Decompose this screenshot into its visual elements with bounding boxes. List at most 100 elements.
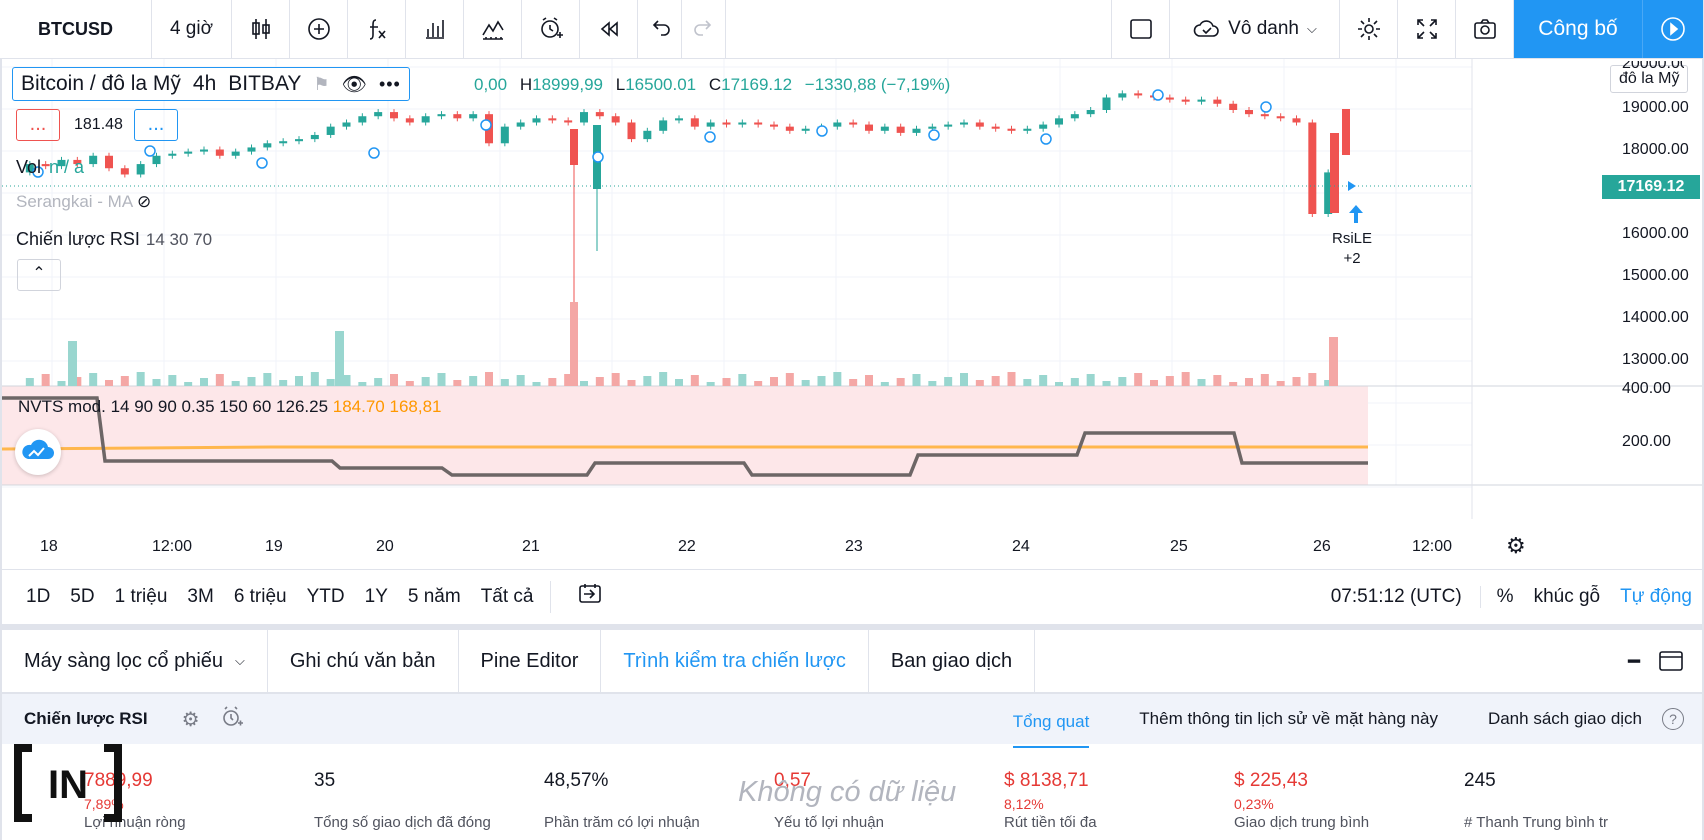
interval-selector[interactable]: 4 giờ bbox=[152, 0, 232, 58]
price-axis-label: 15000.00 bbox=[1622, 267, 1689, 284]
oscillator-axis-label: 400.00 bbox=[1622, 380, 1671, 397]
percent-toggle[interactable]: % bbox=[1496, 586, 1514, 607]
stat-value: $ 8138,71 bbox=[1004, 770, 1089, 791]
goto-date-icon[interactable] bbox=[549, 581, 613, 613]
volume-bar bbox=[564, 374, 573, 386]
candle bbox=[390, 112, 398, 119]
candle bbox=[1229, 103, 1238, 110]
signal-name: RsiLE bbox=[1332, 230, 1373, 247]
replay-icon[interactable] bbox=[580, 0, 638, 58]
settings-icon[interactable]: ⚙ bbox=[181, 708, 200, 731]
tab-trading-panel[interactable]: Ban giao dịch bbox=[869, 630, 1036, 692]
candle bbox=[469, 114, 478, 119]
collapse-button[interactable]: ⌃ bbox=[17, 259, 61, 291]
signal-qty: +2 bbox=[1343, 250, 1361, 267]
rsi-label: Chiến lược RSI bbox=[16, 229, 140, 249]
eye-icon[interactable]: 👁 bbox=[341, 73, 367, 96]
top-toolbar: BTCUSD 4 giờ Vô danh ⌵ Công bố bbox=[0, 0, 1704, 59]
tradingview-logo[interactable] bbox=[15, 429, 61, 475]
camera-icon[interactable] bbox=[1456, 0, 1514, 58]
maximize-icon[interactable] bbox=[1654, 630, 1702, 692]
volume-bar bbox=[690, 375, 699, 386]
currency-unit[interactable]: đô la Mỹ bbox=[1610, 65, 1689, 93]
publish-button[interactable]: Công bố bbox=[1514, 0, 1642, 58]
time-axis-label: 20 bbox=[376, 538, 394, 555]
candle bbox=[168, 153, 177, 156]
chart-pane[interactable]: Bitcoin / đô la Mỹ 4h BITBAY ⚑ 👁 ••• 0,0… bbox=[2, 59, 1702, 569]
play-icon[interactable] bbox=[1642, 0, 1704, 58]
subtab-overview[interactable]: Tổng quat bbox=[1012, 700, 1090, 748]
c-value: 17169.12 bbox=[721, 75, 793, 94]
indicators-icon[interactable] bbox=[348, 0, 406, 58]
volume-bar bbox=[421, 377, 430, 386]
candle bbox=[437, 114, 446, 117]
price-axis-label: 14000.00 bbox=[1622, 309, 1689, 326]
volume-bar bbox=[833, 372, 842, 386]
volume-bar bbox=[928, 381, 937, 386]
redo-icon[interactable] bbox=[682, 0, 726, 58]
tab-text-notes[interactable]: Ghi chú văn bản bbox=[268, 630, 459, 692]
undo-icon[interactable] bbox=[638, 0, 682, 58]
eye-off-icon[interactable]: ⊘ bbox=[136, 192, 152, 211]
flag-icon[interactable]: ⚑ bbox=[313, 73, 330, 94]
candle bbox=[105, 155, 113, 169]
price-chart-canvas[interactable] bbox=[2, 59, 1702, 569]
tab-stock-screener[interactable]: Máy sàng lọc cổ phiếu ⌵ bbox=[2, 630, 268, 692]
templates-icon[interactable] bbox=[464, 0, 522, 58]
volume-bar bbox=[1245, 378, 1253, 386]
candle bbox=[1070, 114, 1079, 119]
volume-legend: Vol n / a bbox=[16, 157, 84, 178]
axis-settings-icon[interactable]: ⚙ bbox=[1506, 533, 1526, 558]
tab-label: Ban giao dịch bbox=[890, 649, 1013, 672]
more-icon[interactable]: ••• bbox=[378, 73, 401, 94]
tab-label: Pine Editor bbox=[480, 649, 579, 672]
gear-icon[interactable] bbox=[1340, 0, 1398, 58]
candles-icon[interactable] bbox=[232, 0, 290, 58]
fullscreen-icon[interactable] bbox=[1398, 0, 1456, 58]
symbol-search[interactable]: BTCUSD bbox=[0, 0, 152, 58]
strategy-marker bbox=[1040, 133, 1052, 145]
volume-bar bbox=[580, 381, 588, 386]
range-all[interactable]: Tất cả bbox=[480, 586, 534, 607]
range-1m[interactable]: 1 triệu bbox=[114, 586, 168, 607]
auto-toggle[interactable]: Tự động bbox=[1620, 586, 1692, 607]
financials-icon[interactable] bbox=[406, 0, 464, 58]
minimize-icon[interactable]: ━ bbox=[1627, 650, 1640, 673]
more-button[interactable]: ... bbox=[134, 109, 178, 141]
range-5y[interactable]: 5 năm bbox=[407, 586, 461, 607]
volume-bar bbox=[1197, 379, 1206, 386]
volume-bar bbox=[105, 380, 113, 386]
subtab-trade-list[interactable]: Danh sách giao dịch bbox=[1487, 709, 1642, 728]
symbol-legend[interactable]: Bitcoin / đô la Mỹ 4h BITBAY ⚑ 👁 ••• bbox=[12, 67, 410, 101]
stat-caption: Rút tiền tối đa bbox=[1004, 814, 1097, 831]
range-ytd[interactable]: YTD bbox=[306, 586, 345, 607]
clock[interactable]: 07:51:12 (UTC) bbox=[1321, 586, 1481, 608]
subtab-performance[interactable]: Thêm thông tin lịch sử về mặt hàng này bbox=[1139, 709, 1438, 728]
candle bbox=[1197, 99, 1206, 102]
tab-pine-editor[interactable]: Pine Editor bbox=[459, 630, 602, 692]
stat-value: 48,57% bbox=[544, 770, 609, 791]
volume-bar bbox=[1292, 377, 1301, 386]
log-toggle[interactable]: khúc gỗ bbox=[1533, 586, 1601, 607]
tab-strategy-tester[interactable]: Trình kiểm tra chiến lược bbox=[601, 630, 869, 692]
toolbar-spacer bbox=[726, 0, 1112, 58]
time-axis-label: 22 bbox=[678, 538, 696, 555]
volume-bar bbox=[1150, 380, 1158, 386]
help-icon[interactable]: ? bbox=[1662, 708, 1684, 730]
l-value: 16500.01 bbox=[625, 75, 697, 94]
tab-label: Trình kiểm tra chiến lược bbox=[623, 649, 846, 672]
account-menu[interactable]: Vô danh ⌵ bbox=[1170, 0, 1340, 58]
error-button[interactable]: ... bbox=[16, 109, 60, 141]
range-6m[interactable]: 6 triệu bbox=[233, 586, 287, 607]
nvts-v1: 126.25 bbox=[276, 397, 329, 416]
range-3m[interactable]: 3M bbox=[187, 586, 214, 607]
alert-icon[interactable] bbox=[522, 0, 580, 58]
add-alert-icon[interactable] bbox=[220, 705, 244, 734]
candle bbox=[136, 164, 145, 175]
signal-label: RsiLE +2 bbox=[1332, 229, 1372, 269]
layout-icon[interactable] bbox=[1112, 0, 1170, 58]
add-compare-icon[interactable] bbox=[290, 0, 348, 58]
range-1y[interactable]: 1Y bbox=[364, 586, 388, 607]
range-5d[interactable]: 5D bbox=[70, 586, 95, 607]
range-1d[interactable]: 1D bbox=[26, 586, 51, 607]
